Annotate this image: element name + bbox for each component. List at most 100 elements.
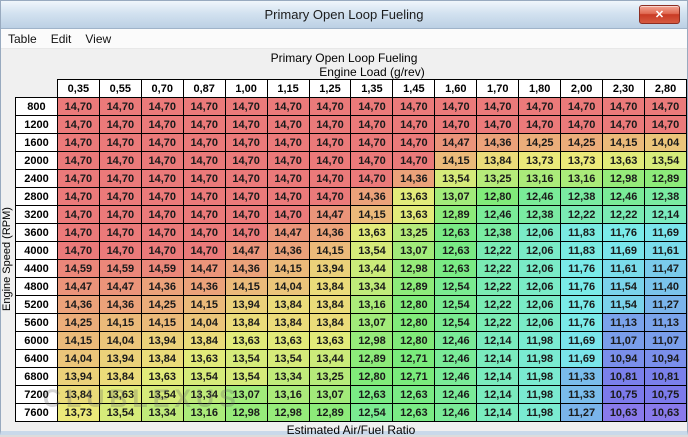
afr-cell[interactable]: 14,70 [476,97,520,116]
afr-cell[interactable]: 11,13 [602,313,646,332]
afr-cell[interactable]: 13,63 [602,151,646,170]
afr-cell[interactable]: 11,76 [602,223,646,242]
afr-cell[interactable]: 11,69 [602,241,646,260]
afr-cell[interactable]: 12,80 [392,331,436,350]
afr-cell[interactable]: 11,54 [602,295,646,314]
afr-cell[interactable]: 14,70 [350,169,394,188]
afr-cell[interactable]: 14,70 [56,169,100,188]
afr-cell[interactable]: 14,70 [98,151,142,170]
afr-cell[interactable]: 13,84 [56,385,100,404]
afr-cell[interactable]: 12,98 [224,403,268,422]
afr-cell[interactable]: 12,46 [434,331,478,350]
afr-cell[interactable]: 14,70 [308,187,352,206]
afr-cell[interactable]: 12,54 [434,277,478,296]
afr-cell[interactable]: 11,98 [518,403,562,422]
afr-cell[interactable]: 14,70 [560,97,604,116]
afr-cell[interactable]: 14,70 [392,115,436,134]
afr-cell[interactable]: 14,36 [56,295,100,314]
afr-cell[interactable]: 14,70 [602,97,646,116]
afr-cell[interactable]: 14,70 [434,97,478,116]
afr-cell[interactable]: 14,70 [140,241,184,260]
afr-cell[interactable]: 13,84 [266,295,310,314]
afr-cell[interactable]: 14,70 [98,223,142,242]
afr-cell[interactable]: 14,70 [140,205,184,224]
afr-cell[interactable]: 13,07 [350,313,394,332]
afr-cell[interactable]: 13,25 [392,223,436,242]
afr-cell[interactable]: 12,22 [476,277,520,296]
afr-cell[interactable]: 14,70 [98,187,142,206]
afr-cell[interactable]: 14,70 [224,187,268,206]
afr-cell[interactable]: 14,70 [98,133,142,152]
afr-cell[interactable]: 14,70 [602,115,646,134]
afr-cell[interactable]: 13,25 [308,367,352,386]
afr-cell[interactable]: 13,44 [350,259,394,278]
afr-cell[interactable]: 14,15 [182,295,226,314]
afr-cell[interactable]: 12,71 [392,349,436,368]
afr-cell[interactable]: 14,70 [140,133,184,152]
afr-cell[interactable]: 14,59 [98,259,142,278]
afr-cell[interactable]: 12,63 [434,241,478,260]
afr-cell[interactable]: 12,46 [476,205,520,224]
afr-cell[interactable]: 12,98 [266,403,310,422]
afr-cell[interactable]: 12,38 [476,223,520,242]
afr-cell[interactable]: 12,80 [350,367,394,386]
afr-cell[interactable]: 14,36 [476,133,520,152]
afr-cell[interactable]: 12,46 [434,367,478,386]
afr-cell[interactable]: 13,54 [266,349,310,368]
afr-cell[interactable]: 14,70 [182,241,226,260]
afr-cell[interactable]: 12,22 [560,205,604,224]
afr-cell[interactable]: 11,76 [560,295,604,314]
afr-cell[interactable]: 13,84 [182,331,226,350]
afr-cell[interactable]: 12,14 [476,349,520,368]
afr-cell[interactable]: 14,70 [266,151,310,170]
afr-cell[interactable]: 14,70 [224,205,268,224]
afr-cell[interactable]: 14,47 [56,277,100,296]
afr-cell[interactable]: 14,36 [266,241,310,260]
title-bar[interactable]: Primary Open Loop Fueling ✕ [1,1,687,29]
afr-cell[interactable]: 14,70 [644,97,687,116]
afr-cell[interactable]: 14,04 [266,277,310,296]
afr-cell[interactable]: 12,98 [602,169,646,188]
afr-cell[interactable]: 10,63 [602,403,646,422]
afr-cell[interactable]: 13,16 [182,403,226,422]
afr-cell[interactable]: 14,70 [98,115,142,134]
afr-cell[interactable]: 14,47 [182,259,226,278]
afr-cell[interactable]: 14,70 [266,205,310,224]
afr-cell[interactable]: 10,63 [644,403,687,422]
afr-cell[interactable]: 12,14 [476,331,520,350]
afr-cell[interactable]: 14,70 [182,151,226,170]
afr-cell[interactable]: 14,70 [182,205,226,224]
afr-cell[interactable]: 13,54 [224,367,268,386]
afr-cell[interactable]: 10,75 [602,385,646,404]
afr-cell[interactable]: 14,70 [308,169,352,188]
afr-cell[interactable]: 13,94 [140,331,184,350]
afr-cell[interactable]: 12,46 [434,349,478,368]
afr-cell[interactable]: 13,34 [140,403,184,422]
afr-cell[interactable]: 14,15 [602,133,646,152]
afr-cell[interactable]: 14,25 [140,295,184,314]
afr-cell[interactable]: 14,70 [392,97,436,116]
afr-cell[interactable]: 13,54 [434,169,478,188]
afr-cell[interactable]: 14,70 [476,115,520,134]
afr-cell[interactable]: 13,84 [140,349,184,368]
afr-cell[interactable]: 14,70 [392,133,436,152]
afr-cell[interactable]: 14,36 [224,259,268,278]
afr-cell[interactable]: 12,54 [350,403,394,422]
afr-cell[interactable]: 14,70 [56,241,100,260]
afr-cell[interactable]: 14,70 [308,115,352,134]
afr-cell[interactable]: 13,84 [224,313,268,332]
afr-cell[interactable]: 12,46 [518,187,562,206]
afr-cell[interactable]: 13,73 [518,151,562,170]
afr-cell[interactable]: 14,15 [98,313,142,332]
afr-cell[interactable]: 13,84 [266,313,310,332]
afr-cell[interactable]: 11,27 [644,295,687,314]
afr-cell[interactable]: 14,70 [56,187,100,206]
afr-cell[interactable]: 14,70 [224,169,268,188]
afr-cell[interactable]: 14,70 [140,169,184,188]
afr-cell[interactable]: 13,63 [140,367,184,386]
afr-cell[interactable]: 13,25 [476,169,520,188]
afr-cell[interactable]: 14,70 [266,169,310,188]
afr-cell[interactable]: 14,36 [98,295,142,314]
afr-cell[interactable]: 13,63 [266,331,310,350]
afr-cell[interactable]: 11,76 [560,313,604,332]
